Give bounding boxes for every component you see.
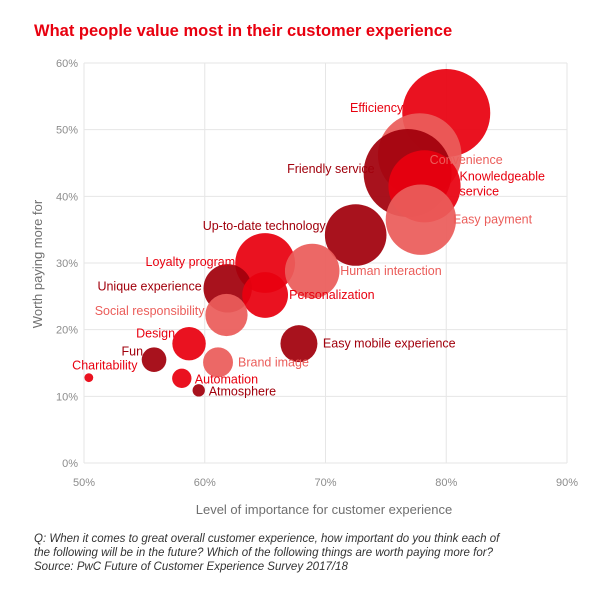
bubble-automation — [172, 368, 192, 389]
bubble-label-automation: Automation — [195, 372, 258, 386]
y-tick-label: 20% — [56, 325, 78, 337]
x-tick-label: 60% — [194, 477, 216, 489]
bubble-label-up-to-date-technology: Up-to-date technology — [203, 219, 327, 233]
bubble-label-brand-image: Brand image — [238, 355, 309, 369]
bubbles — [84, 69, 491, 397]
y-tick-label: 30% — [56, 258, 78, 270]
bubble-labels: Efficiency Convenience Friendly service Kno… — [72, 101, 545, 398]
bubble-label-convenience: Convenience — [430, 153, 503, 167]
footnote-source: Source: PwC Future of Customer Experienc… — [34, 561, 348, 573]
bubble-easy-payment — [385, 184, 457, 255]
x-tick-label: 50% — [73, 477, 95, 489]
bubble-social-responsibility — [205, 293, 248, 337]
y-axis-label: Worth paying more for — [30, 199, 45, 328]
bubble-human-interaction — [284, 243, 340, 299]
bubble-fun — [141, 347, 167, 372]
y-tick-label: 10% — [56, 391, 78, 403]
bubble-label-knowledgeable-service: Knowledgeable service — [460, 169, 546, 198]
bubble-label-efficiency: Efficiency — [350, 101, 404, 115]
bubble-label-human-interaction: Human interaction — [340, 264, 441, 278]
bubble-charitability — [84, 373, 94, 383]
x-tick-label: 90% — [556, 477, 578, 489]
bubble-label-charitability: Charitability — [72, 359, 138, 373]
bubble-label-fun: Fun — [121, 345, 143, 359]
bubble-label-friendly-service: Friendly service — [287, 162, 375, 176]
x-axis-label: Level of importance for customer experie… — [196, 502, 453, 517]
y-tick-label: 40% — [56, 191, 78, 203]
x-tick-label: 70% — [314, 477, 336, 489]
bubble-brand-image — [203, 347, 233, 378]
bubble-design — [172, 326, 206, 361]
bubble-personalization — [242, 272, 289, 318]
bubble-up-to-date-technology — [324, 204, 387, 266]
axis-ticks: 0% 10% 20% 30% 40% 50% 60% 50% 60% 70% 80% 90% — [56, 58, 578, 489]
bubble-label-design: Design — [136, 327, 175, 341]
y-tick-label: 0% — [62, 458, 78, 470]
bubble-chart: 0% 10% 20% 30% 40% 50% 60% 50% 60% 70% 80% 90% Effi… — [30, 58, 578, 517]
footnote-question-line-1: Q: When it comes to great overall custom… — [34, 533, 500, 545]
bubble-label-atmosphere: Atmosphere — [209, 384, 276, 398]
bubble-label-loyalty-program: Loyalty program — [146, 255, 236, 269]
bubble-label-easy-mobile-experience: Easy mobile experience — [323, 337, 456, 351]
bubble-easy-mobile-experience — [280, 325, 318, 363]
footnote-question-line-2: the following will be in the future? Whi… — [34, 547, 493, 559]
y-tick-label: 60% — [56, 58, 78, 70]
chart-title: What people value most in their customer… — [34, 22, 453, 40]
footnote: Q: When it comes to great overall custom… — [34, 532, 594, 574]
y-tick-label: 50% — [56, 125, 78, 137]
bubble-label-personalization: Personalization — [289, 288, 375, 302]
x-tick-label: 80% — [435, 477, 457, 489]
bubble-label-unique-experience: Unique experience — [97, 279, 201, 293]
bubble-label-social-responsibility: Social responsibility — [95, 304, 206, 318]
bubble-atmosphere — [192, 384, 205, 397]
bubble-label-easy-payment: Easy payment — [453, 213, 533, 227]
